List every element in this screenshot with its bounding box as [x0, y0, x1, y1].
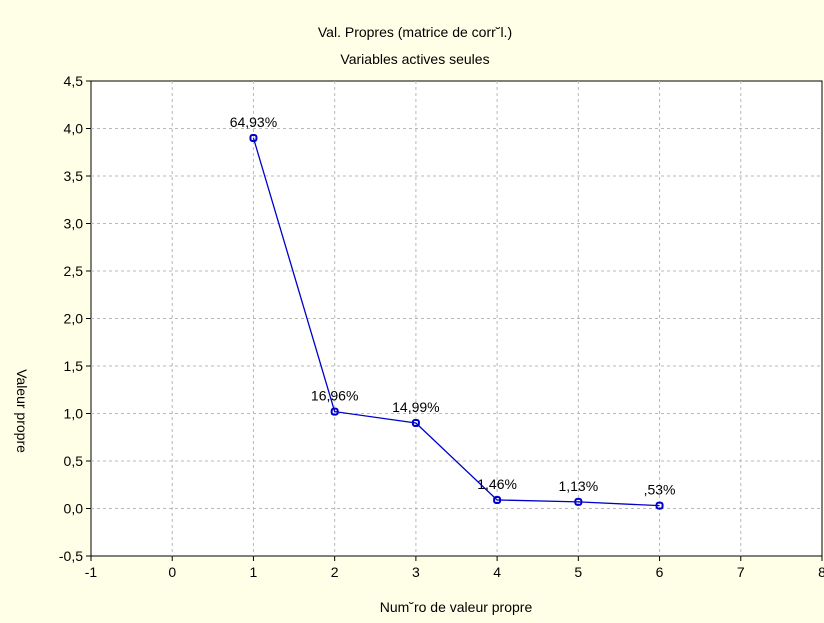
y-tick-label: 4,0	[64, 121, 84, 137]
x-tick-label: 1	[250, 564, 258, 580]
x-tick-label: 8	[818, 564, 824, 580]
y-tick-label: 0,0	[64, 501, 84, 517]
data-label: ,53%	[644, 482, 676, 498]
chart-title: Val. Propres (matrice de corr˘l.)	[318, 24, 512, 40]
data-point	[411, 419, 420, 427]
y-tick-label: 3,0	[64, 216, 84, 232]
y-tick-label: 1,0	[64, 406, 84, 422]
x-tick-label: 0	[168, 564, 176, 580]
data-label: 14,99%	[392, 399, 439, 415]
x-tick-label: 3	[412, 564, 420, 580]
data-label: 16,96%	[311, 388, 358, 404]
x-tick-label: 5	[574, 564, 582, 580]
data-point	[493, 495, 502, 504]
data-label: 64,93%	[230, 114, 277, 130]
axis-ticks: -0,5 0,0 0,5 1,0 1,5 2,0 2,5 3,0 3,5 4,0 4,5 -1 0 1 2 3…	[59, 73, 824, 580]
data-label: 1,13%	[558, 478, 598, 494]
x-axis-label: Num˘ro de valeur propre	[380, 599, 533, 615]
y-tick-label: -0,5	[59, 548, 83, 564]
y-tick-label: 1,5	[64, 358, 84, 374]
series-1: 64,93% 16,96% 14,99% 1,46% 1,13% ,53%	[230, 114, 676, 510]
y-tick-label: 0,5	[64, 453, 84, 469]
data-point	[330, 407, 339, 416]
x-tick-label: -1	[85, 564, 98, 580]
x-tick-label: 4	[493, 564, 501, 580]
series-line	[252, 137, 660, 507]
chart-subtitle: Variables actives seules	[340, 51, 489, 67]
grid-lines	[91, 81, 822, 556]
data-point	[655, 501, 664, 510]
y-axis-label: Valeur propre	[14, 369, 30, 453]
x-tick-label: 6	[656, 564, 664, 580]
data-point	[574, 497, 583, 506]
y-tick-label: 2,0	[64, 311, 84, 327]
x-tick-label: 2	[331, 564, 339, 580]
x-tick-label: 7	[737, 564, 745, 580]
y-tick-label: 3,5	[64, 168, 84, 184]
y-tick-label: 2,5	[64, 263, 84, 279]
data-label: 1,46%	[477, 476, 517, 492]
data-point	[249, 134, 258, 142]
y-tick-label: 4,5	[64, 73, 84, 89]
